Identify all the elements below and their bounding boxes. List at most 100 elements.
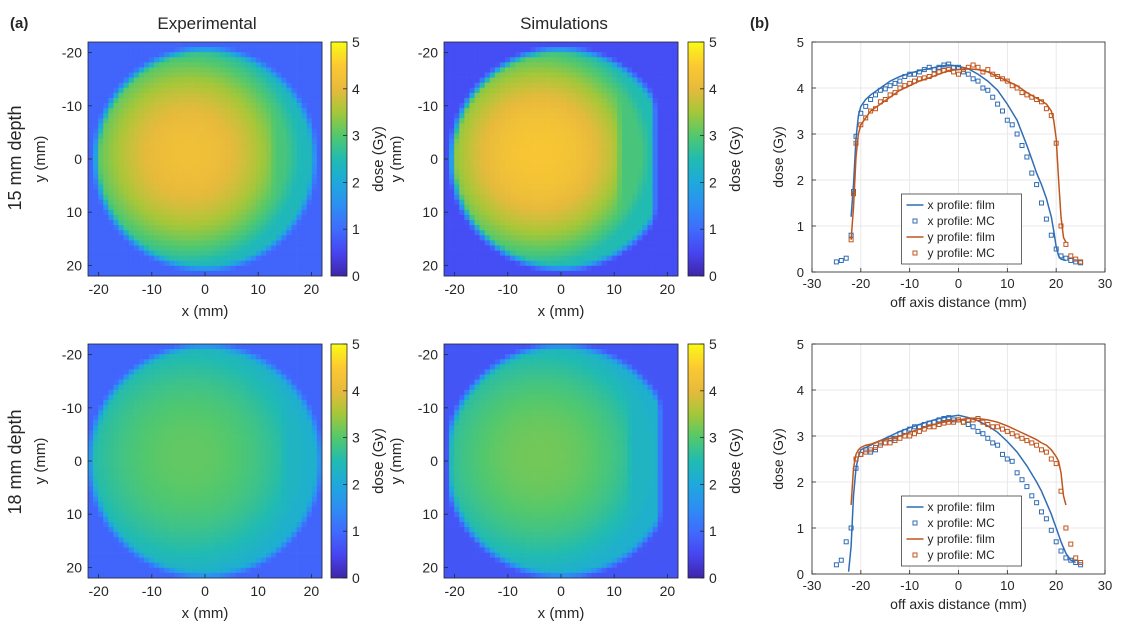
heatmap-cell xyxy=(260,399,267,406)
heatmap-cell xyxy=(149,349,155,355)
heatmap-cell xyxy=(311,394,318,401)
heatmap-cell xyxy=(240,62,247,68)
heatmap-cell xyxy=(642,230,648,236)
heatmap-cell xyxy=(149,128,155,134)
heatmap-cell xyxy=(550,82,557,89)
heatmap-cell xyxy=(469,138,475,145)
x-tick-label: -20 xyxy=(445,281,465,297)
heatmap-cell xyxy=(515,72,521,78)
heatmap-cell xyxy=(159,133,165,140)
heatmap-cell xyxy=(296,159,303,165)
heatmap-cell xyxy=(245,113,252,119)
heatmap-cell xyxy=(499,199,506,206)
heatmap-cell xyxy=(489,62,496,68)
heatmap-cell xyxy=(464,214,470,221)
heatmap-cell xyxy=(672,220,679,226)
heatmap-cell xyxy=(143,174,150,180)
heatmap-cell xyxy=(474,133,480,140)
heatmap-cell xyxy=(525,184,531,190)
heatmap-cell xyxy=(561,97,567,104)
heatmap-cell xyxy=(616,174,623,180)
heatmap-cell xyxy=(108,57,114,63)
heatmap-cell xyxy=(596,153,603,160)
heatmap-cell xyxy=(266,405,272,411)
heatmap-cell xyxy=(174,143,180,150)
heatmap-cell xyxy=(113,62,119,68)
heatmap-cell xyxy=(123,179,130,185)
heatmap-cell xyxy=(444,62,450,68)
heatmap-cell xyxy=(479,235,486,241)
heatmap-cell xyxy=(647,250,653,257)
heatmap-cell xyxy=(235,240,241,246)
heatmap-cell xyxy=(469,57,475,63)
heatmap-cell xyxy=(245,103,252,109)
heatmap-cell xyxy=(240,128,247,134)
heatmap-cell xyxy=(469,174,475,180)
heatmap-cell xyxy=(271,159,277,165)
heatmap-cell xyxy=(296,240,303,246)
heatmap-cell xyxy=(499,179,506,185)
heatmap-cell xyxy=(510,118,516,124)
heatmap-cell xyxy=(586,225,592,231)
heatmap-cell xyxy=(133,214,140,221)
heatmap-cell xyxy=(271,214,277,221)
heatmap-cell xyxy=(128,143,135,150)
heatmap-cell xyxy=(108,220,114,226)
heatmap-cell xyxy=(113,164,119,170)
heatmap-cell xyxy=(576,128,582,134)
heatmap-cell xyxy=(138,184,145,190)
heatmap-cell xyxy=(499,265,506,272)
heatmap-cell xyxy=(235,209,241,216)
heatmap-cell xyxy=(561,164,567,170)
heatmap-cell xyxy=(499,77,506,84)
heatmap-cell xyxy=(545,42,552,48)
heatmap-cell xyxy=(606,255,613,262)
heatmap-cell xyxy=(189,72,196,78)
heatmap-cell xyxy=(591,82,597,89)
heatmap-cell xyxy=(489,189,496,195)
heatmap-cell xyxy=(169,265,175,272)
heatmap-cell xyxy=(189,184,196,190)
heatmap-cell xyxy=(169,364,175,370)
heatmap-cell xyxy=(169,389,175,396)
heatmap-cell xyxy=(174,415,180,421)
heatmap-cell xyxy=(510,220,516,226)
heatmap-cell xyxy=(454,87,460,94)
heatmap-cell xyxy=(205,143,211,150)
heatmap-cell xyxy=(449,225,455,231)
heatmap-cell xyxy=(245,384,252,391)
heatmap-cell xyxy=(301,92,308,99)
heatmap-cell xyxy=(240,204,247,211)
heatmap-cell xyxy=(464,143,470,150)
heatmap-cell xyxy=(230,57,236,63)
heatmap-cell xyxy=(215,354,221,360)
heatmap-cell xyxy=(530,270,536,277)
heatmap-cell xyxy=(250,52,257,58)
heatmap-cell xyxy=(184,153,191,160)
heatmap-cell xyxy=(540,235,547,241)
heatmap-cell xyxy=(205,245,211,251)
heatmap-cell xyxy=(271,255,277,262)
heatmap-cell xyxy=(515,230,521,236)
heatmap-cell xyxy=(627,82,633,89)
heatmap-cell xyxy=(113,118,119,124)
heatmap-cell xyxy=(545,113,552,119)
heatmap-cell xyxy=(311,405,318,411)
heatmap-cell xyxy=(215,133,221,140)
heatmap-cell xyxy=(103,364,109,370)
heatmap-cell xyxy=(235,138,241,145)
heatmap-cell xyxy=(296,410,303,416)
heatmap-cell xyxy=(510,250,516,257)
heatmap-cell xyxy=(586,214,592,221)
heatmap-cell xyxy=(189,250,196,257)
heatmap-cell xyxy=(194,133,201,140)
heatmap-cell xyxy=(296,47,303,53)
heatmap-cell xyxy=(489,159,496,165)
heatmap-cell xyxy=(123,220,130,226)
heatmap-cell xyxy=(311,384,318,391)
heatmap-cell xyxy=(215,199,221,206)
heatmap-cell xyxy=(108,118,114,124)
heatmap-cell xyxy=(159,415,165,421)
heatmap-cell xyxy=(662,87,669,94)
heatmap-cell xyxy=(454,77,460,84)
